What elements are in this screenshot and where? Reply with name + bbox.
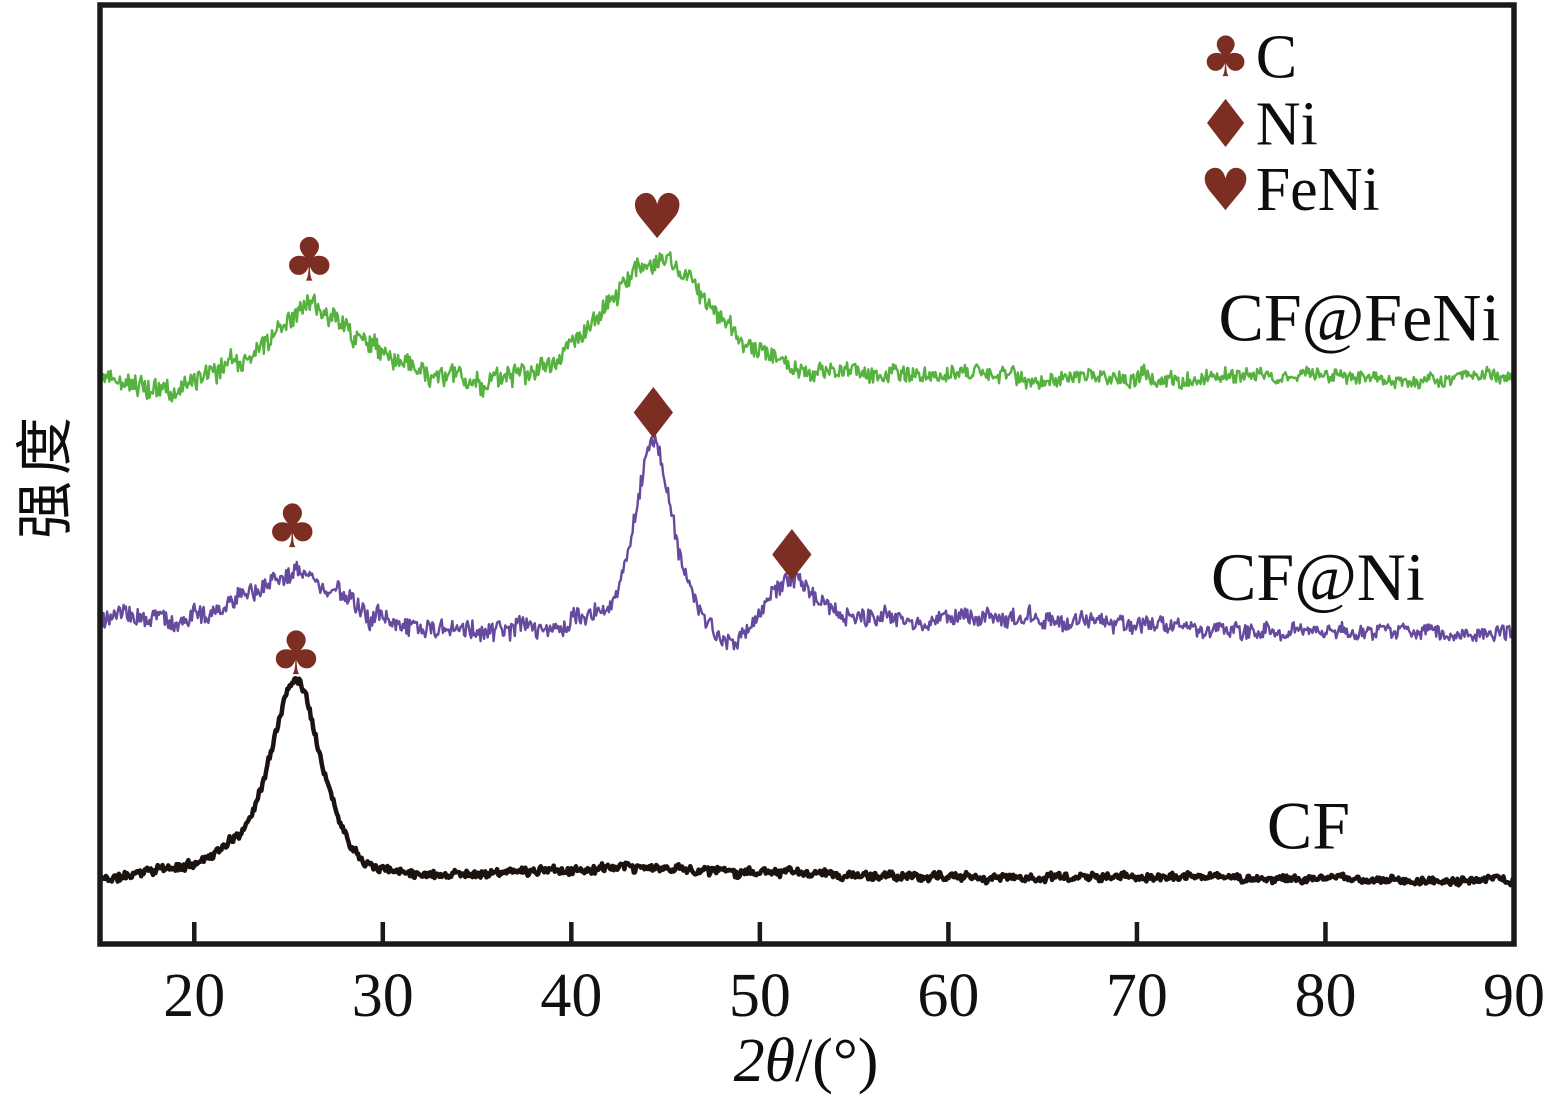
club-marker-icon: ♣ [265,492,319,562]
x-tick-label-80: 80 [1294,962,1356,1030]
x-axis-label-units: /(°) [795,1027,879,1095]
club-marker-icon: ♣ [269,619,323,689]
series-label-cf-feni: CF@FeNi [1219,280,1501,356]
club-marker-icon: ♣ [282,225,336,295]
series-label-cf-ni: CF@Ni [1211,539,1425,615]
legend-label-c: C [1256,24,1297,92]
x-tick-label-90: 90 [1483,962,1545,1030]
series-label-cf: CF [1267,788,1350,864]
x-tick-label-60: 60 [917,962,979,1030]
legend-label-feni: FeNi [1256,156,1380,224]
heart-marker-icon: ♥ [629,180,685,253]
legend-label-ni: Ni [1256,90,1318,158]
plot-frame [97,2,1517,947]
series-cf-ni-curve [98,434,1516,651]
legend-diamond-icon: ♦ [1196,86,1255,163]
y-axis-label: 强度 [13,410,78,540]
x-tick-label-70: 70 [1106,962,1168,1030]
x-tick-label-40: 40 [540,962,602,1030]
x-tick-label-30: 30 [352,962,414,1030]
legend-club-icon: ♣ [1200,25,1250,90]
legend-heart-icon: ♥ [1200,156,1252,224]
series-cf-feni-curve [98,251,1515,403]
diamond-marker-icon: ♦ [622,373,685,455]
x-tick-label-20: 20 [163,962,225,1030]
x-axis-label: 2θ/(°) [734,1026,879,1097]
x-tick-label-50: 50 [729,962,791,1030]
x-axis-label-symbol: 2θ [733,1027,796,1095]
diamond-marker-icon: ♦ [761,515,824,597]
series-cf-curve [98,675,1516,888]
